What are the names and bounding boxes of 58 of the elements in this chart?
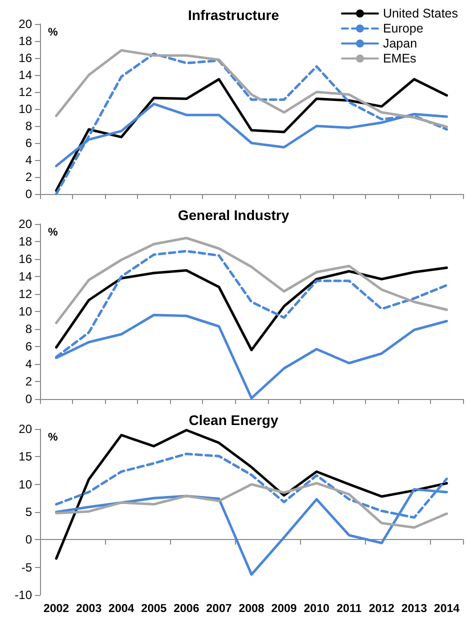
x-tick-label: 2012 — [368, 603, 394, 615]
y-tick-label: 2 — [25, 374, 32, 388]
y-tick-label: 4 — [25, 153, 32, 167]
x-tick-label: 2004 — [108, 603, 135, 615]
y-tick-label: 16 — [18, 51, 32, 65]
y-tick-label: 15 — [18, 450, 32, 464]
y-tick-label: 5 — [25, 505, 32, 519]
y-tick-label: 20 — [18, 422, 32, 436]
y-tick-label: 0 — [25, 187, 32, 201]
y-tick-label: 20 — [18, 17, 32, 31]
line-series — [55, 52, 448, 196]
x-tick-label: 2006 — [174, 603, 200, 615]
y-tick-label: 14 — [18, 270, 32, 284]
line-series — [55, 266, 448, 352]
chart-title: Clean Energy — [188, 412, 278, 428]
x-tick-label: 2010 — [304, 603, 330, 615]
y-tick-label: -10 — [14, 588, 32, 602]
x-tick-label: 2003 — [76, 603, 102, 615]
x-tick-label: 2009 — [271, 603, 297, 615]
x-tick-label: 2013 — [401, 603, 427, 615]
line-series — [55, 78, 448, 192]
y-tick-label: 12 — [18, 287, 32, 301]
y-tick-label: 20 — [18, 217, 32, 231]
chart-title: General Industry — [178, 207, 290, 223]
x-tick-label: 2008 — [238, 603, 265, 615]
chart-title: Infrastructure — [188, 7, 280, 23]
legend-label: Japan — [382, 36, 418, 50]
y-tick-label: 0 — [25, 532, 32, 547]
legend-label: United States — [382, 6, 458, 20]
y-tick-label: 8 — [25, 119, 32, 133]
y-tick-label: 4 — [25, 357, 32, 371]
y-tick-label: 18 — [18, 234, 32, 248]
y-tick-label: 16 — [18, 252, 32, 266]
line-series — [55, 482, 448, 529]
y-tick-label: 10 — [18, 477, 32, 492]
y-tick-label: 8 — [25, 322, 32, 336]
y-tick-label: 6 — [25, 340, 32, 354]
y-tick-label: 2 — [25, 170, 32, 184]
line-series — [55, 236, 448, 324]
y-tick-label: 0 — [25, 392, 32, 406]
y-tick-label: -5 — [21, 560, 32, 574]
y-tick-label: 18 — [18, 34, 32, 48]
y-tick-label: 10 — [18, 304, 32, 318]
y-axis-title: % — [48, 226, 58, 238]
y-tick-label: 10 — [18, 102, 32, 116]
x-tick-label: 2002 — [43, 603, 70, 615]
x-tick-label: 2007 — [206, 603, 232, 615]
y-axis-title: % — [48, 432, 58, 444]
y-axis-title: % — [48, 26, 58, 38]
legend-label: EMEs — [382, 52, 416, 66]
y-tick-label: 14 — [18, 68, 32, 82]
line-series — [55, 49, 448, 128]
legend-label: Europe — [382, 22, 424, 36]
x-tick-label: 2011 — [336, 603, 362, 615]
x-tick-label: 2014 — [434, 603, 460, 615]
x-tick-label: 2005 — [141, 603, 168, 615]
y-tick-label: 6 — [25, 136, 32, 150]
y-tick-label: 12 — [18, 85, 32, 99]
